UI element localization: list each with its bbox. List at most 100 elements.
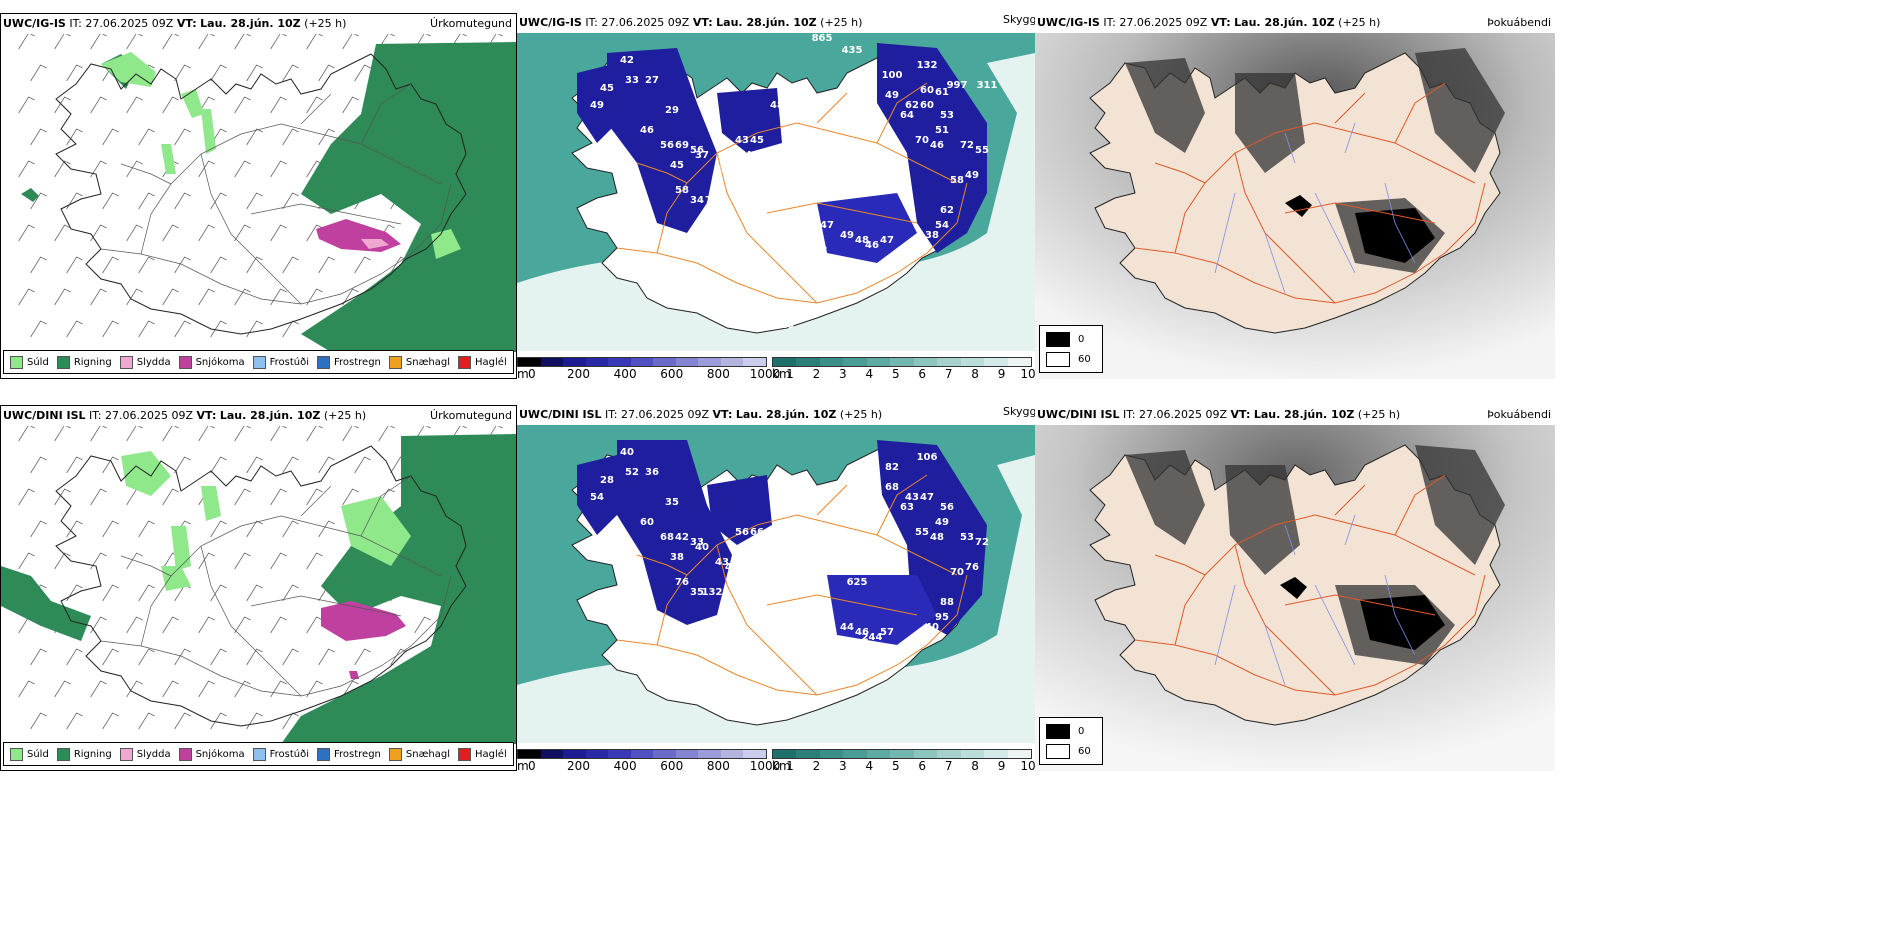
vis-header: UWC/IG-IS IT: 27.06.2025 09Z VT: Lau. 28… [517, 13, 1035, 33]
precip-panel-row1: UWC/IG-IS IT: 27.06.2025 09Z VT: Lau. 28… [0, 13, 517, 379]
road-network [100, 83, 452, 305]
cloud-base-value: 43 [905, 492, 919, 503]
cloud-base-value: 132 [917, 60, 938, 71]
colorbar-segment [796, 358, 820, 366]
colorbar-tick: 3 [839, 759, 847, 771]
precip-legend: Súld Rigning Slydda Snjókoma Frostúði Frostre… [3, 350, 514, 374]
legend-label: Snjókoma [195, 748, 245, 760]
wind-barb [198, 616, 215, 634]
wind-barb [342, 488, 359, 506]
colorbar-tick: 800 [706, 759, 730, 771]
colorbar-segment [866, 358, 891, 366]
colorbar-segment [960, 358, 985, 366]
wind-barb [378, 34, 395, 50]
it-label: IT: [605, 408, 618, 421]
wind-barb [126, 288, 143, 306]
panel-title: Úrkomutegund [430, 17, 512, 30]
colorbar-tick: 9 [997, 367, 1006, 379]
road-network [616, 82, 968, 304]
cloud-base-value: 56 [940, 502, 954, 513]
cloud-base-value: 63 [785, 607, 799, 618]
colorbar-segment [518, 750, 541, 758]
wind-barb [66, 64, 83, 82]
fog-legend-row: 0 [1046, 332, 1084, 347]
cloud-base-value: 132 [702, 587, 723, 598]
legend-label: Rigning [73, 356, 112, 368]
wind-barb [90, 34, 107, 50]
wind-barb [234, 426, 251, 442]
cloud-base-value: 73 [705, 195, 719, 206]
legend-swatch [252, 747, 266, 761]
wind-barb [90, 288, 107, 306]
wind-barb [210, 256, 227, 274]
colorbar-segment [819, 358, 844, 366]
legend-label: Haglél [475, 748, 507, 760]
cloud-base-value: 42 [770, 492, 784, 503]
cloud-base-value: 37 [785, 572, 799, 583]
cloud-base-value: 49 [935, 517, 949, 528]
cloud-base-value: 34 [690, 195, 704, 206]
cloud-base-value: 58 [675, 185, 689, 196]
road-network [100, 475, 452, 697]
cloud-base-value: 78 [710, 617, 724, 628]
colorbar-segment [796, 750, 820, 758]
wind-barb [246, 64, 263, 82]
wind-barb [318, 64, 335, 82]
cloud-base-value: 44 [840, 622, 854, 633]
model-name: UWC/IG-IS [1037, 16, 1100, 29]
legend-swatch [317, 355, 330, 369]
legend-item: Slydda [119, 747, 171, 761]
visibility-unit: km [772, 759, 791, 771]
wind-barb [270, 34, 287, 50]
wind-barb [102, 256, 119, 274]
precip-panel-row2: UWC/DINI ISL IT: 27.06.2025 09Z VT: Lau.… [0, 405, 517, 771]
legend-swatch [119, 355, 133, 369]
colorbar-segment [890, 358, 914, 366]
cloud-base-value: 51 [935, 125, 949, 136]
wind-barb [18, 160, 35, 178]
model-name: UWC/IG-IS [3, 17, 66, 30]
road-network [616, 474, 968, 696]
cloud-base-value: 997 [947, 80, 968, 91]
wind-barb [282, 320, 299, 338]
cloud-base-value: 72 [975, 537, 989, 548]
cloud-base-value: 37 [695, 150, 709, 161]
legend-item: Súld [10, 747, 49, 761]
visibility-colorbar-bar [772, 357, 1032, 367]
legend-swatch [10, 355, 23, 369]
visibility-colorbar: km 1 2 3 4 5 6 7 8 9 10 [772, 357, 1035, 379]
colorbar-segment [675, 358, 699, 366]
colorbar-tick: 600 [660, 759, 684, 771]
legend-swatch [252, 355, 266, 369]
cloud-base-value: 82 [725, 607, 739, 618]
wind-barb [414, 426, 431, 442]
wind-barb [174, 712, 191, 730]
wind-barb [18, 488, 35, 506]
cloud-base-value: 50 [820, 612, 834, 623]
wind-barb [210, 320, 227, 338]
colorbar-tick: 8 [971, 367, 979, 379]
wind-barb [18, 680, 35, 698]
cloud-base-value: 143 [822, 255, 843, 266]
wind-barb [246, 712, 263, 730]
wind-barb [90, 96, 107, 114]
colorbar-segment [540, 750, 564, 758]
it-label: IT: [89, 409, 102, 422]
colorbar-tick: 7 [944, 759, 953, 771]
legend-item: Súld [10, 355, 49, 369]
legend-label: Frostúði [269, 748, 309, 760]
cloud-area-central [827, 575, 937, 645]
vis-map: 40 52 36 28 54 35 60 68 42 33 38 40 43 45 56 66 52 39 32 37… [517, 425, 1035, 743]
legend-item: Slydda [119, 355, 171, 369]
cloud-base-value: 52 [760, 165, 774, 176]
legend-label: Haglél [475, 356, 507, 368]
wind-barb [234, 680, 251, 698]
precip-map [1, 426, 516, 744]
vt-value: Lau. 28.jún. 10Z [219, 409, 321, 422]
wind-barb [126, 34, 143, 50]
cloud-base-value: 36 [645, 467, 659, 478]
wind-barb [234, 616, 251, 634]
cloud-base-value: 53 [940, 110, 954, 121]
wind-barb [342, 288, 359, 306]
legend-label: Snjókoma [195, 356, 245, 368]
